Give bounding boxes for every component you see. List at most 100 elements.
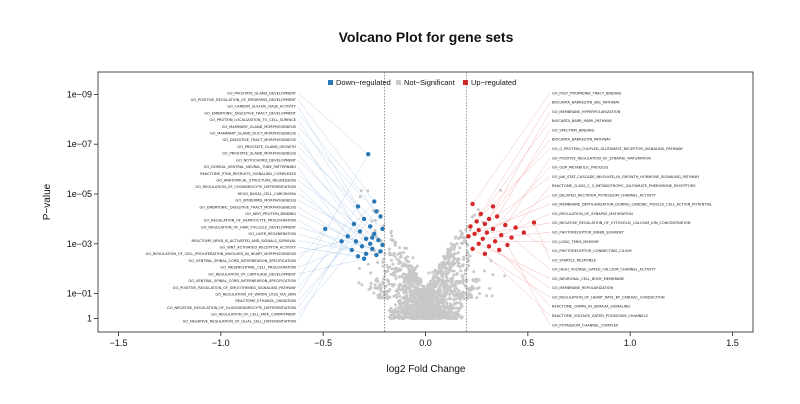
down-point xyxy=(361,256,367,261)
ns-point xyxy=(423,290,427,294)
ns-point xyxy=(453,286,457,290)
ns-point xyxy=(439,290,443,293)
connector-line xyxy=(297,226,381,252)
threshold-lines xyxy=(384,72,467,332)
gene-label-right: GO_SPECTRIN_BINDING xyxy=(552,128,595,132)
gene-label-left: KEGG_BASAL_CELL_CARCINOMA xyxy=(238,192,297,196)
ns-point xyxy=(392,294,396,298)
ns-point xyxy=(465,267,469,271)
gene-label-left: GO_NOTOCHORD_DEVELOPMENT xyxy=(236,158,297,162)
ns-point xyxy=(401,264,405,268)
up-point xyxy=(468,224,473,229)
ns-point xyxy=(447,316,451,320)
ns-point xyxy=(377,284,381,288)
gene-label-right: REACTOME_VOLTAGE_GATED_POTASSIUM_CHANNEL… xyxy=(552,314,649,318)
ns-point xyxy=(459,269,463,273)
gene-label-left: GO_PROSTATE_GLAND_DEVELOPMENT xyxy=(227,91,297,95)
ns-point xyxy=(468,295,472,299)
ns-point xyxy=(389,306,393,310)
ns-point xyxy=(394,303,397,307)
ns-point xyxy=(462,239,466,243)
ns-point xyxy=(408,291,412,295)
legend: Down−regulated Not−Significant Up−regula… xyxy=(328,78,516,87)
axes: −1.5 −1.0 −0.5 0.0 0.5 1.0 1.5 1e−09 1e−07 1e−05… xyxy=(42,71,754,375)
up-point xyxy=(466,234,471,239)
ns-point xyxy=(475,296,479,300)
gene-label-left: GO_PROSTATE_GLAND_MORPHOGENESIS xyxy=(222,152,297,156)
ns-point xyxy=(420,288,424,292)
down-point xyxy=(355,204,361,209)
connector-line xyxy=(478,243,551,279)
down-point xyxy=(353,239,359,244)
ns-point xyxy=(397,309,401,313)
ns-point xyxy=(397,275,401,279)
connector-line xyxy=(297,200,383,246)
ns-point xyxy=(412,268,416,272)
ns-point xyxy=(460,294,464,298)
ns-point xyxy=(425,296,429,300)
ns-point xyxy=(443,315,447,319)
ns-point xyxy=(458,246,462,250)
up-point xyxy=(492,239,498,244)
gene-label-left: GO_EMBRYONIC_DIGESTIVE_TRACT_DEVELOPMENT xyxy=(204,111,296,115)
gene-label-left: GO_CARBON_SULFUR_LYASE_ACTIVITY xyxy=(227,105,297,109)
ns-point xyxy=(452,294,456,298)
gene-label-left: GO_PROTEIN_LOCALIZATION_TO_CELL_SURFACE xyxy=(209,118,296,122)
down-point xyxy=(372,231,377,236)
ns-point xyxy=(463,272,467,276)
ns-point xyxy=(476,208,480,212)
gene-label-left: GO_NEGATIVE_REGULATION_OF_OLIGODENDROCYT… xyxy=(167,306,296,310)
ns-point xyxy=(452,311,456,315)
ns-point xyxy=(395,269,399,273)
ns-point xyxy=(435,297,439,300)
ns-point xyxy=(441,275,445,279)
ns-point xyxy=(447,268,451,272)
y-tick-label: 1e−05 xyxy=(67,189,92,199)
ns-point xyxy=(457,257,461,261)
ns-point xyxy=(428,312,432,315)
ns-point xyxy=(419,304,423,308)
ns-point xyxy=(438,277,442,280)
ns-point xyxy=(382,277,385,281)
connector-line xyxy=(472,248,551,298)
ns-point xyxy=(420,302,424,306)
up-point xyxy=(480,236,485,241)
gene-label-right: GO_NEURONAL_CELL_BODY_MEMBRANE xyxy=(552,277,625,281)
ns-point xyxy=(440,262,444,266)
connector-line xyxy=(482,232,551,239)
connector-line xyxy=(470,148,551,227)
chart-title: Volcano Plot for gene sets xyxy=(339,29,514,45)
ns-point xyxy=(466,257,469,261)
connector-line xyxy=(297,223,355,322)
ns-point xyxy=(421,296,425,300)
ns-point xyxy=(401,284,405,288)
ns-point xyxy=(457,296,461,300)
connector-line xyxy=(297,173,367,239)
gene-label-right: GO_REGULATION_OF_HEART_RATE_BY_CARDIAC_C… xyxy=(552,295,665,299)
ns-point xyxy=(433,301,437,305)
ns-point xyxy=(376,261,380,264)
connector-line xyxy=(484,139,551,225)
up-point xyxy=(474,219,479,224)
ns-point xyxy=(423,316,427,320)
gene-label-right: GO_GDP_METABOLIC_PROCESS xyxy=(552,166,609,170)
ns-point xyxy=(460,274,464,278)
ns-point xyxy=(389,272,393,276)
ns-point xyxy=(445,301,449,305)
connector-line xyxy=(501,213,551,236)
up-point xyxy=(482,221,488,227)
y-axis-label: P−value xyxy=(42,183,53,220)
ns-point xyxy=(471,278,475,282)
down-point xyxy=(380,226,385,232)
ns-point xyxy=(395,293,398,297)
ns-point xyxy=(416,276,420,280)
ns-point xyxy=(450,279,454,283)
y-tick-label: 1e−03 xyxy=(67,239,92,249)
ns-point xyxy=(393,254,397,258)
ns-point xyxy=(421,316,425,320)
ns-point xyxy=(456,261,460,265)
ns-point xyxy=(453,236,457,240)
ns-point xyxy=(460,291,463,295)
ns-point xyxy=(455,311,459,315)
ns-point xyxy=(439,300,443,304)
